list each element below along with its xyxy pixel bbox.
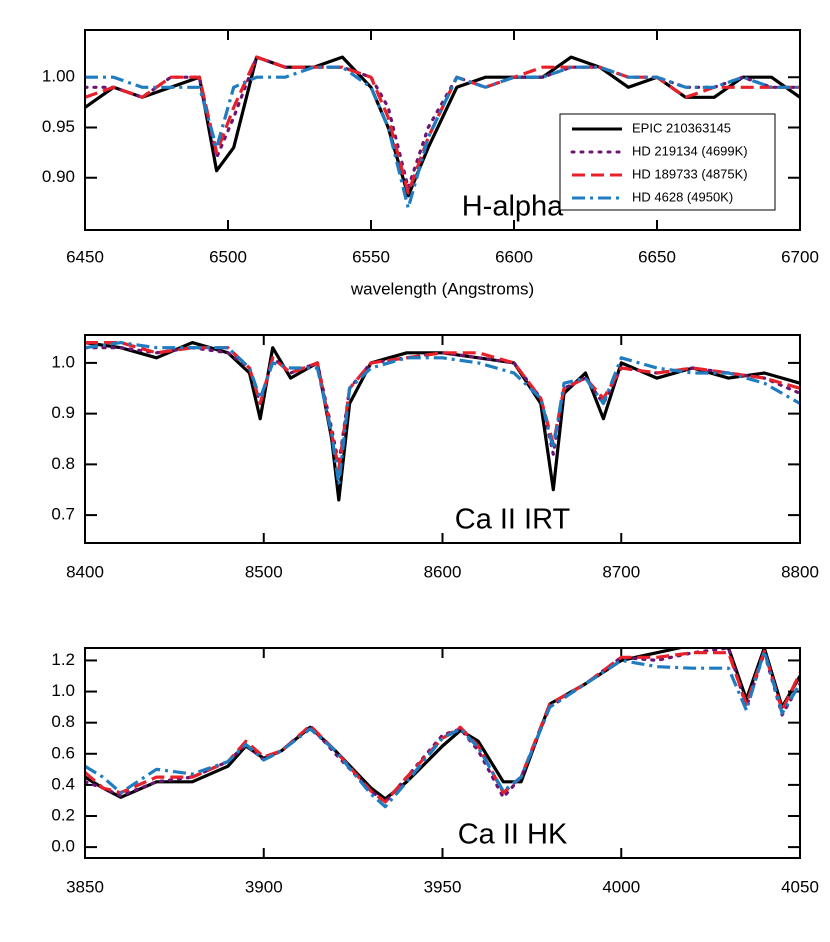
y-tick-label: 1.0 — [51, 352, 75, 371]
x-tick-label: 6700 — [781, 247, 819, 266]
series-line — [85, 649, 800, 804]
x-tick-label: 6650 — [638, 247, 676, 266]
x-tick-label: 4000 — [602, 877, 640, 896]
x-tick-label: 8800 — [781, 562, 819, 581]
plot-frame — [84, 647, 801, 859]
annotation: Ca II HK — [458, 819, 568, 851]
plot-lines — [85, 55, 800, 210]
series-line — [85, 55, 800, 195]
y-tick-label: 0.6 — [51, 743, 75, 762]
x-tick-label: 8500 — [245, 562, 283, 581]
x-tick-label: 6600 — [495, 247, 533, 266]
x-tick-label: 6450 — [66, 247, 104, 266]
series-line — [85, 341, 800, 471]
plot-frame — [84, 334, 801, 544]
x-tick-label: 3850 — [66, 877, 104, 896]
series-line — [85, 65, 800, 210]
x-tick-label: 6550 — [352, 247, 390, 266]
series-line — [85, 341, 800, 502]
x-tick-label: 3900 — [245, 877, 283, 896]
x-tick-label: 8700 — [602, 562, 640, 581]
legend-label: EPIC 210363145 — [632, 120, 731, 135]
y-tick-label: 0.2 — [51, 805, 75, 824]
plot-frame — [84, 29, 801, 231]
y-tick-label: 1.0 — [51, 681, 75, 700]
plot-lines — [85, 648, 800, 809]
annotation: H-alpha — [462, 191, 564, 223]
annotation: Ca II IRT — [455, 504, 571, 536]
x-tick-label: 8600 — [424, 562, 462, 581]
panel: 6450 6500 6550 6600 6650 6700 0.90 0.95 1.00 H-al… — [42, 29, 819, 298]
legend-label: HD 189733 (4875K) — [632, 166, 748, 181]
x-tick-label: 4050 — [781, 877, 819, 896]
y-tick-label: 0.95 — [42, 117, 75, 136]
x-tick-label: 3950 — [424, 877, 462, 896]
legend: EPIC 210363145 HD 219134 (4699K) HD 189733… — [559, 113, 776, 211]
series-line — [85, 341, 800, 487]
x-tick-label: 8400 — [66, 562, 104, 581]
series-line — [85, 648, 800, 801]
y-tick-label: 1.2 — [51, 650, 75, 669]
x-axis-label: wavelength (Angstroms) — [350, 279, 534, 298]
legend-label: HD 4628 (4950K) — [632, 189, 733, 204]
panel: 8400 8500 8600 8700 8800 0.7 0.8 0.9 1.0 Ca II IR… — [51, 334, 819, 581]
x-tick-label: 6500 — [209, 247, 247, 266]
panel: 3850 3900 3950 4000 4050 0.0 0.2 0.4 0.6 0.8 1.0 1.… — [51, 647, 819, 896]
y-tick-label: 1.00 — [42, 67, 75, 86]
y-tick-label: 0.7 — [51, 505, 75, 524]
series-line — [85, 346, 800, 466]
series-line — [85, 649, 800, 809]
y-tick-label: 0.4 — [51, 774, 75, 793]
plot-lines — [85, 341, 800, 502]
y-tick-label: 0.90 — [42, 167, 75, 186]
y-tick-label: 0.8 — [51, 454, 75, 473]
series-line — [85, 648, 800, 804]
y-tick-label: 0.8 — [51, 712, 75, 731]
y-tick-label: 0.9 — [51, 403, 75, 422]
legend-label: HD 219134 (4699K) — [632, 143, 748, 158]
y-tick-label: 0.0 — [51, 837, 75, 856]
